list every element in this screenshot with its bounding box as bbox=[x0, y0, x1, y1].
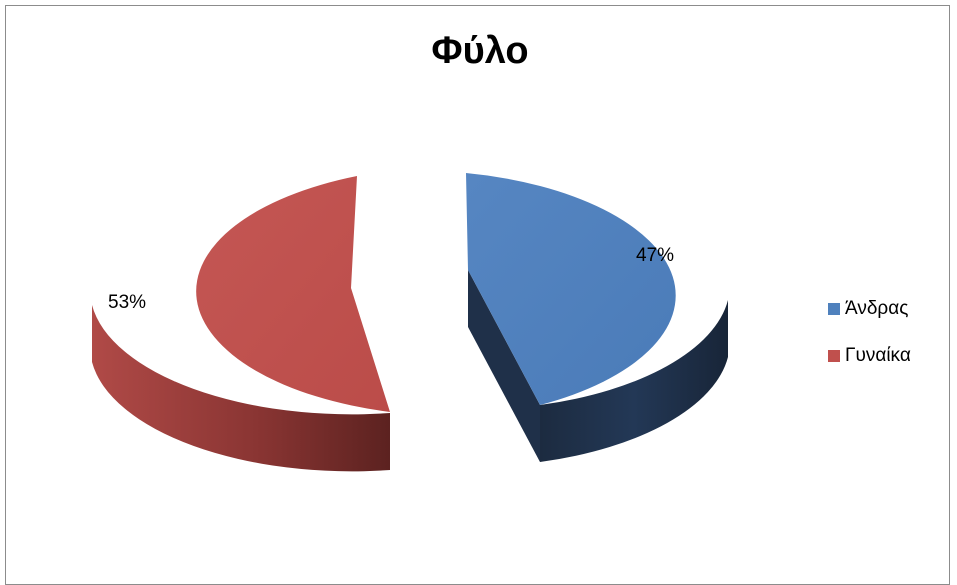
legend-label-gynaika: Γυναίκα bbox=[845, 345, 911, 366]
pie-slice-andras-inner-side bbox=[468, 270, 540, 462]
pie-slice-gynaika bbox=[92, 176, 390, 472]
pie-slice-gynaika-top bbox=[196, 176, 390, 412]
legend-item-gynaika: Γυναίκα bbox=[828, 345, 911, 367]
data-label-andras: 47% bbox=[636, 245, 674, 266]
pie-slice-andras bbox=[466, 173, 728, 462]
data-label-gynaika: 53% bbox=[108, 292, 146, 313]
legend-item-andras: Άνδρας bbox=[828, 298, 911, 320]
legend: Άνδρας Γυναίκα bbox=[828, 298, 911, 392]
legend-swatch-gynaika bbox=[828, 350, 840, 362]
pie-slice-andras-top bbox=[466, 173, 676, 405]
pie-slice-gynaika-side bbox=[92, 305, 390, 472]
pie-slice-andras-side bbox=[540, 300, 728, 462]
chart-title: Φύλο bbox=[431, 30, 529, 72]
legend-swatch-andras bbox=[828, 303, 840, 315]
legend-label-andras: Άνδρας bbox=[845, 298, 909, 319]
